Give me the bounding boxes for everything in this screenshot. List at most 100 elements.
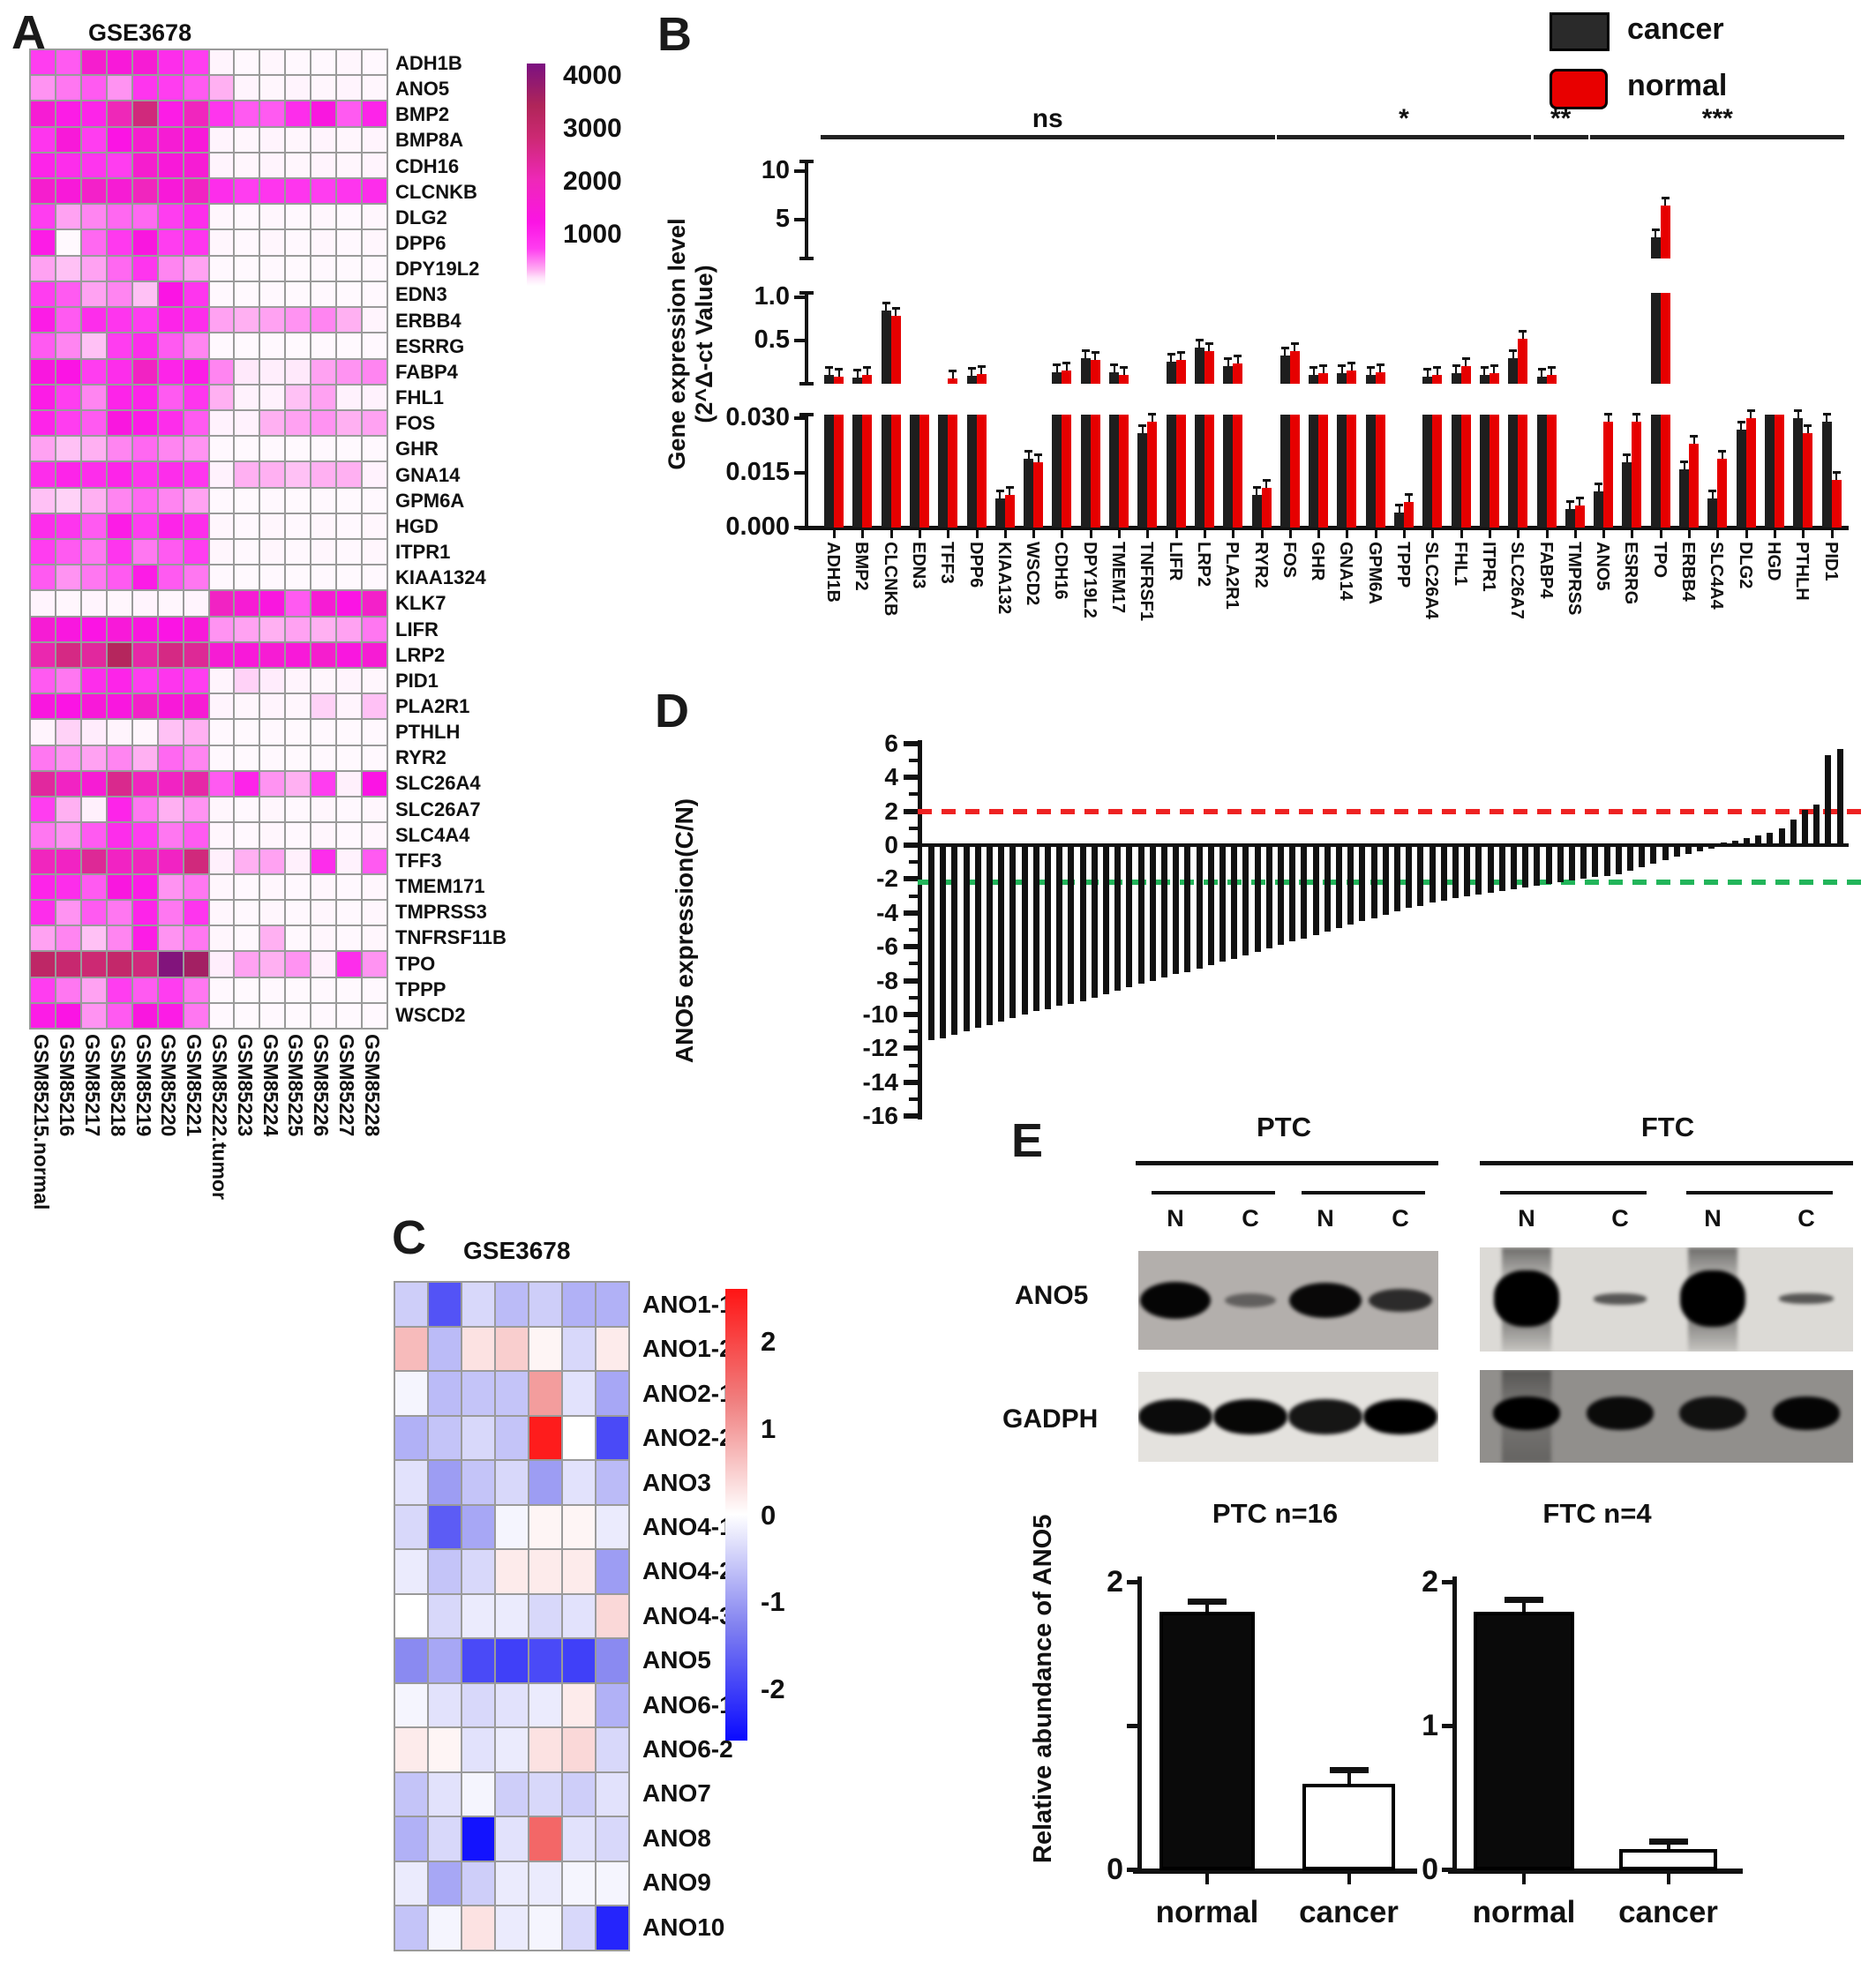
b-axis-tick-label: 1.0 <box>754 281 790 311</box>
b-error-stem <box>866 367 868 376</box>
heatmap-c-cell <box>429 1728 461 1771</box>
heatmap-a-cell <box>311 462 336 487</box>
heatmap-c-cell <box>529 1416 561 1460</box>
heatmap-c-cell <box>496 1372 528 1415</box>
b-error-cap <box>1490 364 1498 368</box>
heatmap-a-cell <box>209 76 234 101</box>
heatmap-a-row-label: TPPP <box>395 977 446 1000</box>
heatmap-a-cell <box>31 798 55 822</box>
b-error-cap <box>1005 485 1014 489</box>
heatmap-a-cell <box>132 230 157 255</box>
b-error-cap <box>1509 348 1518 352</box>
heatmap-a-cell <box>56 1003 80 1028</box>
b-error-cap <box>1794 409 1803 413</box>
heatmap-c-cell <box>395 1594 427 1638</box>
heatmap-a-cell <box>31 977 55 1002</box>
heatmap-a-cell <box>31 874 55 899</box>
heatmap-a-cell <box>56 513 80 538</box>
d-bar <box>1534 845 1541 887</box>
heatmap-a-cell <box>286 669 311 693</box>
b-x-label: CDH16 <box>1051 542 1071 600</box>
b-bar-cancer <box>1451 415 1461 528</box>
heatmap-a-cell <box>31 771 55 797</box>
b-error-stem <box>1180 351 1182 360</box>
b-error-cap <box>1718 449 1727 453</box>
heatmap-a-row-label: CDH16 <box>395 154 460 177</box>
heatmap-a-cell <box>158 488 183 513</box>
heatmap-a-cell <box>107 127 131 152</box>
d-tick-label: 2 <box>884 797 898 825</box>
heatmap-a-cell <box>184 849 208 873</box>
b-error-stem <box>1398 505 1400 513</box>
d-bar <box>1487 845 1494 893</box>
heatmap-a-cell <box>31 823 55 848</box>
b-error-cap <box>1832 471 1841 475</box>
heatmap-c-cell <box>597 1550 628 1593</box>
b-error-stem <box>1455 365 1458 374</box>
b-bar-cancer <box>852 415 863 528</box>
heatmap-a-cell <box>260 488 285 513</box>
heatmap-a-cell <box>81 720 106 745</box>
b-error-stem <box>1256 486 1257 495</box>
heatmap-a-cell <box>31 513 55 538</box>
heatmap-a-cell <box>132 308 157 333</box>
heatmap-c-cell <box>496 1817 528 1861</box>
b-bar-cancer <box>1194 347 1204 384</box>
d-bar <box>1545 845 1552 885</box>
heatmap-a-cell <box>132 591 157 616</box>
heatmap-a-cell <box>311 771 336 797</box>
heatmap-a-cell <box>132 823 157 848</box>
panel-c-label: C <box>392 1211 426 1264</box>
heatmap-a-cell <box>209 50 234 75</box>
heatmap-a-cell <box>209 539 234 565</box>
b-x-label: EDN3 <box>908 542 928 589</box>
d-bar <box>1720 842 1727 845</box>
heatmap-a-cell <box>235 617 259 641</box>
heatmap-a-cell <box>363 513 386 538</box>
b-bar-cancer <box>852 378 863 384</box>
e-blot-ptc-gadph <box>1138 1372 1438 1462</box>
d-bar <box>1498 845 1505 891</box>
heatmap-a-cell <box>132 874 157 899</box>
heatmap-a-cell <box>209 694 234 719</box>
heatmap-a-cell <box>107 565 131 590</box>
heatmap-c-cell <box>462 1772 494 1816</box>
heatmap-a-cell <box>260 874 285 899</box>
heatmap-a-cell <box>158 977 183 1002</box>
d-minor-tick <box>909 1030 918 1034</box>
e-chart-tick-label: 2 <box>1107 1565 1123 1599</box>
b-error-stem <box>1797 410 1799 419</box>
heatmap-a-cell <box>363 617 386 641</box>
b-bar-cancer <box>1622 461 1632 528</box>
heatmap-a-cell <box>31 591 55 616</box>
heatmap-a-cell <box>209 308 234 333</box>
heatmap-c-cell <box>496 1728 528 1771</box>
heatmap-a-cell <box>107 256 131 281</box>
heatmap-a-cell <box>184 179 208 204</box>
heatmap-a-cell <box>132 565 157 590</box>
e-chart-tick <box>1442 1580 1452 1584</box>
heatmap-a-cell <box>31 437 55 461</box>
heatmap-c-cell <box>496 1550 528 1593</box>
heatmap-a-cell <box>158 50 183 75</box>
d-bar <box>1289 845 1296 942</box>
b-error-cap <box>1376 363 1384 367</box>
b-x-tick <box>1545 530 1549 538</box>
heatmap-a-cell <box>158 462 183 487</box>
b-bar-cancer <box>1793 418 1804 528</box>
b-error-stem <box>1483 367 1486 376</box>
heatmap-a-cell <box>286 153 311 178</box>
panel-e-group-ptc-line <box>1136 1161 1438 1165</box>
heatmap-a-row-label: KIAA1324 <box>395 566 486 589</box>
heatmap-a-cell <box>235 308 259 333</box>
b-x-label: CLCNKB <box>880 542 900 617</box>
d-bar <box>987 845 993 1025</box>
heatmap-a-cell <box>209 669 234 693</box>
heatmap-a-cell <box>337 153 362 178</box>
d-tick-label: -14 <box>862 1067 898 1096</box>
b-bar-normal <box>1546 415 1557 528</box>
heatmap-a-cell <box>132 745 157 770</box>
heatmap-a-cell <box>81 565 106 590</box>
b-error-cap <box>1234 355 1242 358</box>
b-error-stem <box>885 302 888 311</box>
